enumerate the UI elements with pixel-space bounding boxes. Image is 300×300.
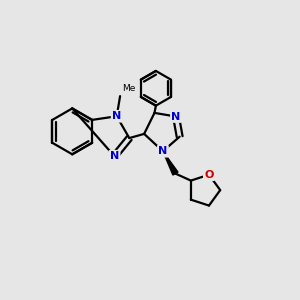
- Text: N: N: [110, 151, 119, 161]
- Text: O: O: [204, 170, 214, 180]
- Text: N: N: [158, 146, 167, 156]
- Text: Me: Me: [122, 84, 136, 93]
- Text: N: N: [112, 111, 122, 121]
- Polygon shape: [163, 151, 178, 175]
- Text: N: N: [171, 112, 181, 122]
